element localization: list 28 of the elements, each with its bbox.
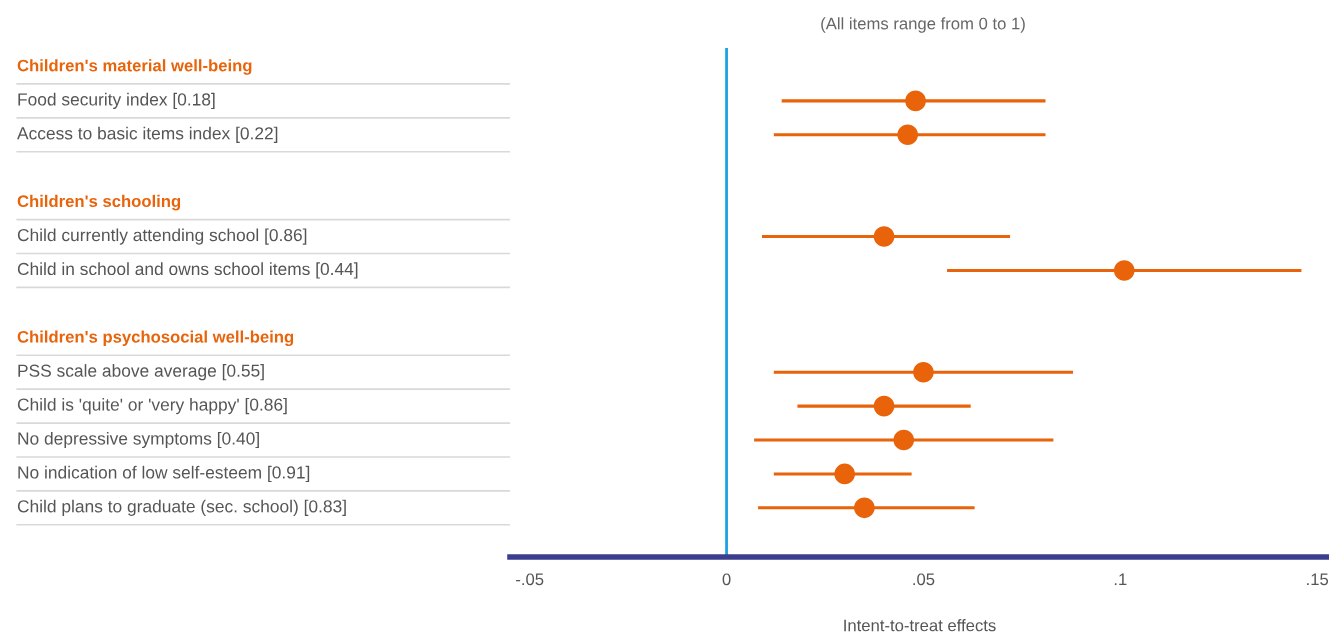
point — [905, 90, 926, 112]
y-tick-label: Access to basic items index [0.22] — [17, 126, 278, 143]
point — [897, 124, 918, 146]
x-tick-label: -.05 — [516, 573, 544, 586]
x-tick-label: .15 — [1307, 573, 1329, 586]
y-tick-label: Food security index [0.18] — [18, 92, 215, 109]
y-tick-label: Children's schooling — [17, 194, 181, 211]
y-tick-label: No depressive symptoms [0.40] — [18, 431, 259, 449]
point — [854, 497, 875, 519]
y-tick-label: Child currently attending school [0.86] — [17, 228, 307, 245]
y-tick-label: Child in school and owns school items [0.44] — [17, 262, 358, 279]
point — [834, 463, 855, 485]
y-tick-label: Children's psychosocial well-being — [17, 330, 294, 347]
point — [893, 429, 915, 451]
x-tick-label: 0 — [722, 573, 731, 586]
point — [873, 395, 895, 417]
text: (All items range from 0 to 1) — [821, 17, 1025, 33]
y-tick-label: Child is 'quite' or 'very happy' [0.86] — [17, 398, 287, 415]
y-tick-label: No indication of low self-esteem [0.91] — [18, 465, 310, 483]
x-axis-title: Intent-to-treat effects — [844, 619, 996, 632]
y-tick-label: Child plans to graduate (sec. school) [0.83] — [17, 499, 346, 516]
x-tick-label: .05 — [913, 573, 935, 586]
point — [873, 226, 895, 247]
point — [1113, 260, 1135, 281]
x-tick-label: .1 — [1114, 573, 1127, 586]
y-tick-label: PSS scale above average [0.55] — [18, 364, 264, 381]
point — [913, 361, 934, 383]
y-tick-label: Children's material well-being — [17, 59, 252, 75]
